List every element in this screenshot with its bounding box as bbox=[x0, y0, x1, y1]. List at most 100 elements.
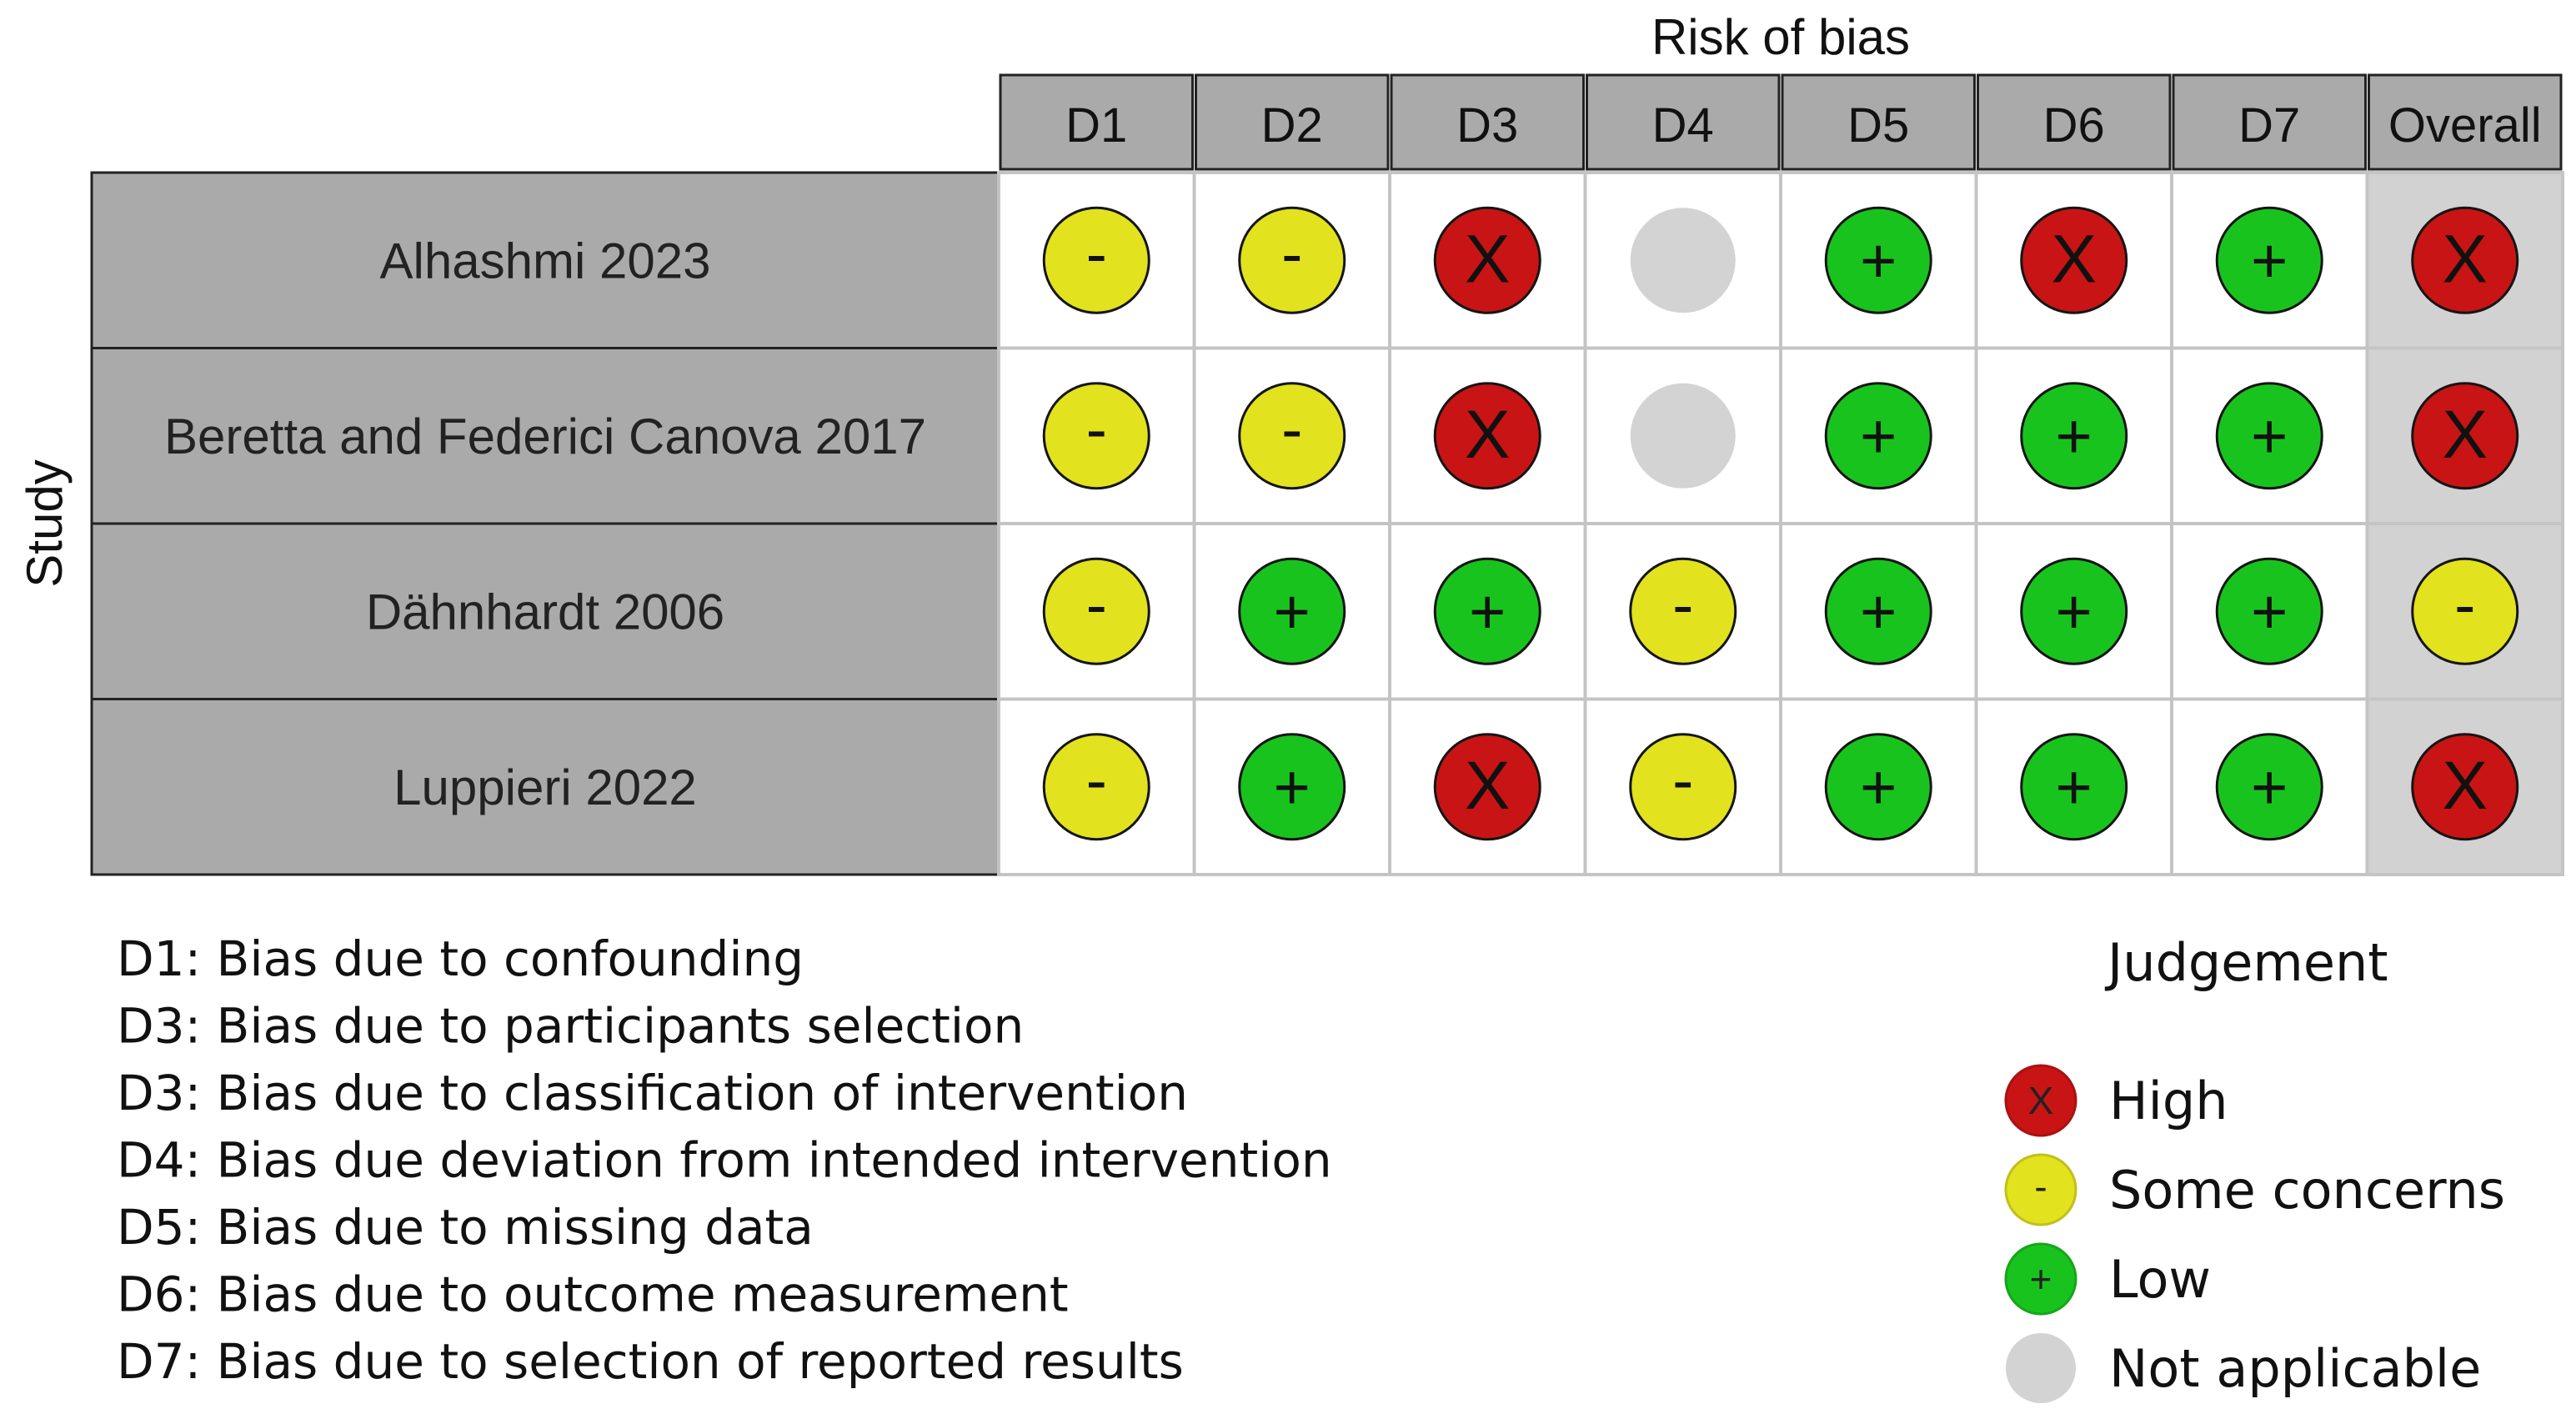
traffic-light-plot: Risk of bias Study D1 D2 D3 D4 D5 D6 D7 Overall Al… bbox=[17, 9, 2564, 876]
study-label: Alhashmi 2023 bbox=[380, 233, 711, 288]
legend-label: Low bbox=[2109, 1249, 2211, 1310]
judgement-symbol: - bbox=[1086, 569, 1107, 640]
cell-d4 bbox=[1583, 346, 1782, 525]
cell-overall: - bbox=[2365, 522, 2564, 701]
judgement-high-icon bbox=[1433, 733, 1541, 841]
cell-d1: - bbox=[997, 522, 1196, 701]
judgement-symbol: - bbox=[1672, 569, 1693, 640]
cell-d3: X bbox=[1388, 346, 1587, 525]
judgement-high-icon bbox=[2411, 206, 2519, 314]
domain-description: D7: Bias due to selection of reported re… bbox=[117, 1333, 1184, 1390]
judgement-some-icon bbox=[1042, 206, 1150, 314]
domain-descriptions: D1: Bias due to confounding D3: Bias due … bbox=[117, 930, 1332, 1390]
judgement-legend: Judgement X High - Some concerns + Low Not appl… bbox=[2004, 932, 2505, 1403]
judgement-symbol: + bbox=[1860, 752, 1897, 823]
column-header-box bbox=[2368, 73, 2563, 171]
judgement-some-icon bbox=[1238, 382, 1346, 490]
column-header-d2: D2 bbox=[1195, 73, 1390, 171]
judgement-symbol: - bbox=[1672, 745, 1693, 816]
cell-d2: + bbox=[1192, 522, 1391, 701]
cell-d2: - bbox=[1192, 171, 1391, 350]
cell-d2: - bbox=[1192, 346, 1391, 525]
cell-overall: X bbox=[2365, 171, 2564, 350]
column-header-box bbox=[1977, 73, 2172, 171]
column-header-box bbox=[1586, 73, 1781, 171]
judgement-symbol: X bbox=[1465, 397, 1511, 473]
judgement-symbol: - bbox=[1086, 218, 1107, 289]
cell-d3: X bbox=[1388, 171, 1587, 350]
legend-symbol: X bbox=[2028, 1079, 2054, 1122]
judgement-symbol: - bbox=[1086, 394, 1107, 465]
cell-d7: + bbox=[2170, 171, 2369, 350]
judgement-high-icon bbox=[2020, 206, 2128, 314]
judgement-high-icon bbox=[2411, 733, 2519, 841]
cell-background bbox=[1192, 346, 1391, 525]
judgement-symbol: + bbox=[1274, 576, 1311, 647]
column-header-box bbox=[2172, 73, 2367, 171]
column-header-d3: D3 bbox=[1390, 73, 1585, 171]
cell-d5: + bbox=[1779, 346, 1978, 525]
judgement-symbol: + bbox=[2056, 752, 2092, 823]
column-header-d6: D6 bbox=[1977, 73, 2172, 171]
judgement-symbol: + bbox=[1860, 225, 1897, 296]
judgement-some-icon bbox=[1042, 382, 1150, 490]
legend-label: High bbox=[2109, 1071, 2228, 1131]
judgement-symbol: - bbox=[2454, 569, 2475, 640]
judgement-symbol: + bbox=[1860, 401, 1897, 472]
column-header-box bbox=[999, 73, 1194, 171]
judgement-symbol: - bbox=[1281, 394, 1302, 465]
study-axis-label: Study bbox=[17, 459, 73, 587]
judgement-low-icon bbox=[2215, 733, 2323, 841]
judgement-low-icon bbox=[1238, 557, 1346, 665]
judgement-symbol: - bbox=[1086, 745, 1107, 816]
cell-d1: - bbox=[997, 346, 1196, 525]
cell-d6: + bbox=[1974, 346, 2173, 525]
cell-overall: X bbox=[2365, 346, 2564, 525]
judgement-some-icon bbox=[1042, 733, 1150, 841]
grid-frame bbox=[997, 171, 2564, 876]
judgement-low-icon bbox=[1433, 557, 1541, 665]
judgement-symbol: + bbox=[2251, 225, 2288, 296]
legend-symbol: - bbox=[2034, 1165, 2047, 1208]
judgement-symbol: X bbox=[2051, 221, 2097, 297]
domain-description: D3: Bias due to participants selection bbox=[117, 998, 1024, 1055]
study-label-box bbox=[90, 347, 1000, 525]
judgement-low-icon bbox=[2020, 382, 2128, 490]
legend-item-low: + Low bbox=[2004, 1242, 2211, 1316]
column-header-box bbox=[1390, 73, 1585, 171]
judgement-symbol: + bbox=[1860, 576, 1897, 647]
judgement-na-icon bbox=[1630, 383, 1736, 489]
cell-d5: + bbox=[1779, 522, 1978, 701]
judgement-some-icon bbox=[1629, 733, 1737, 841]
legend-some-icon bbox=[2004, 1153, 2077, 1226]
column-header-label: D5 bbox=[1847, 98, 1909, 153]
legend-title: Judgement bbox=[2104, 932, 2388, 993]
study-row-dahnhardt-2006: Dähnhardt 2006 - + + - + + + - bbox=[90, 522, 2564, 701]
judgement-symbol: + bbox=[2251, 401, 2288, 472]
column-header-label: Overall bbox=[2388, 98, 2542, 153]
cell-background bbox=[2365, 522, 2564, 701]
cell-d4: - bbox=[1583, 522, 1782, 701]
judgement-low-icon bbox=[2020, 557, 2128, 665]
column-header-overall: Overall bbox=[2368, 73, 2563, 171]
cell-d5: + bbox=[1779, 697, 1978, 876]
cell-overall: X bbox=[2365, 697, 2564, 876]
judgement-low-icon bbox=[2215, 557, 2323, 665]
judgement-low-icon bbox=[2215, 206, 2323, 314]
judgement-low-icon bbox=[1824, 382, 1932, 490]
judgement-symbol: X bbox=[2442, 748, 2488, 824]
column-header-label: D7 bbox=[2238, 98, 2300, 153]
judgement-low-icon bbox=[1824, 206, 1932, 314]
judgement-symbol: + bbox=[2056, 401, 2092, 472]
legend-item-high: X High bbox=[2004, 1064, 2228, 1137]
judgement-some-icon bbox=[1629, 557, 1737, 665]
column-header-box bbox=[1195, 73, 1390, 171]
legend-label: Some concerns bbox=[2109, 1160, 2505, 1221]
chart-title: Risk of bias bbox=[1651, 9, 1910, 65]
cell-d4 bbox=[1583, 171, 1782, 350]
study-label-box bbox=[90, 522, 1000, 700]
cell-d6: + bbox=[1974, 522, 2173, 701]
column-header-d7: D7 bbox=[2172, 73, 2367, 171]
cell-d2: + bbox=[1192, 697, 1391, 876]
